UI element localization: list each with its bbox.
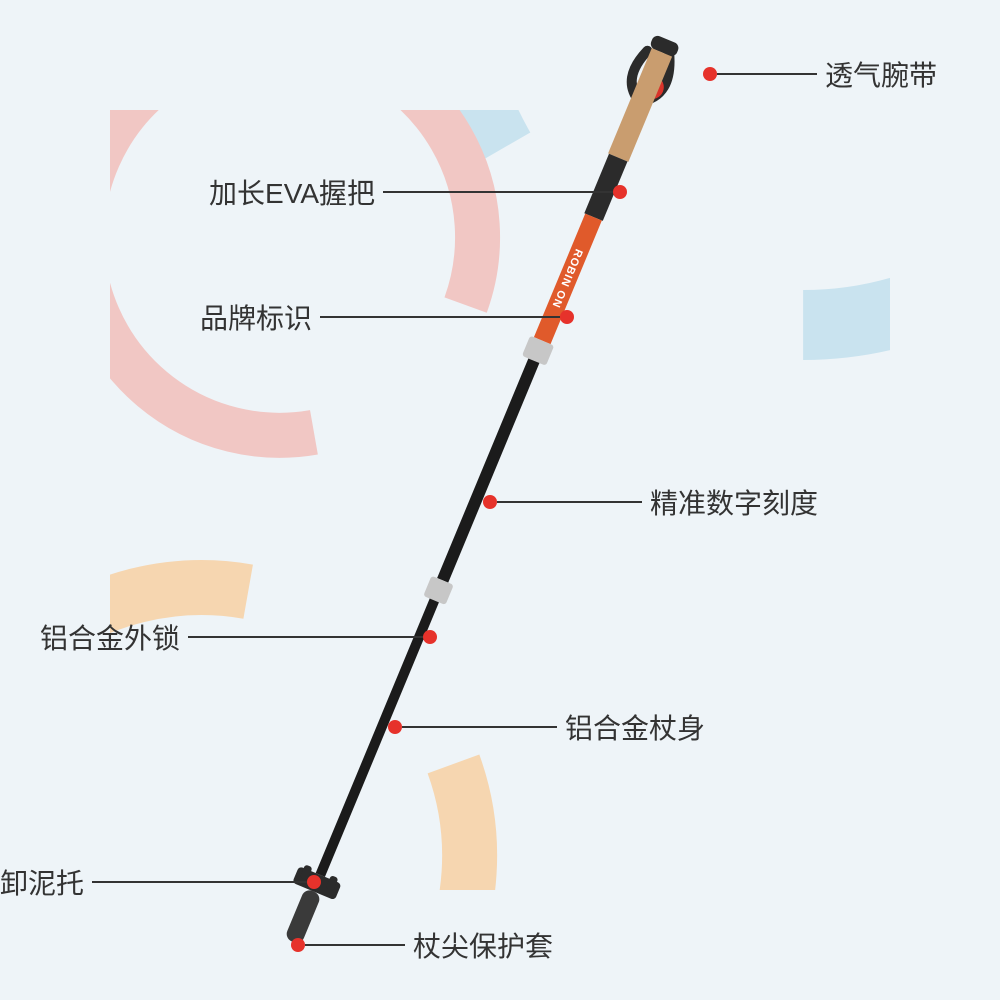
callout-alloy-lock: 铝合金外锁 (40, 617, 437, 657)
callout-line (497, 501, 642, 503)
callout-dot (560, 310, 574, 324)
callout-label: 精准数字刻度 (650, 482, 818, 522)
callout-scale: 精准数字刻度 (483, 482, 818, 522)
callout-dot (291, 938, 305, 952)
callout-alloy-shaft: 铝合金杖身 (388, 707, 705, 747)
callout-line (717, 73, 817, 75)
callout-tip-cover: 杖尖保护套 (291, 925, 553, 965)
callout-dot (703, 67, 717, 81)
callout-line (320, 316, 560, 318)
callout-wrist-strap: 透气腕带 (703, 54, 937, 94)
callout-dot (423, 630, 437, 644)
callout-label: 加长EVA握把 (209, 172, 375, 212)
callout-eva-grip: 加长EVA握把 (209, 172, 627, 212)
callout-line (92, 881, 307, 883)
callout-label: 可拆卸泥托 (0, 862, 84, 902)
callout-dot (388, 720, 402, 734)
callout-label: 铝合金杖身 (565, 707, 705, 747)
callout-line (305, 944, 405, 946)
callout-line (188, 636, 423, 638)
callout-brand-mark: 品牌标识 (200, 297, 574, 337)
callout-label: 透气腕带 (825, 54, 937, 94)
callout-label: 杖尖保护套 (413, 925, 553, 965)
callout-dot (613, 185, 627, 199)
callout-label: 铝合金外锁 (40, 617, 180, 657)
callout-line (402, 726, 557, 728)
callout-label: 品牌标识 (200, 297, 312, 337)
callout-dot (483, 495, 497, 509)
callout-dot (307, 875, 321, 889)
callout-mud-basket: 可拆卸泥托 (0, 862, 321, 902)
callout-line (383, 191, 613, 193)
